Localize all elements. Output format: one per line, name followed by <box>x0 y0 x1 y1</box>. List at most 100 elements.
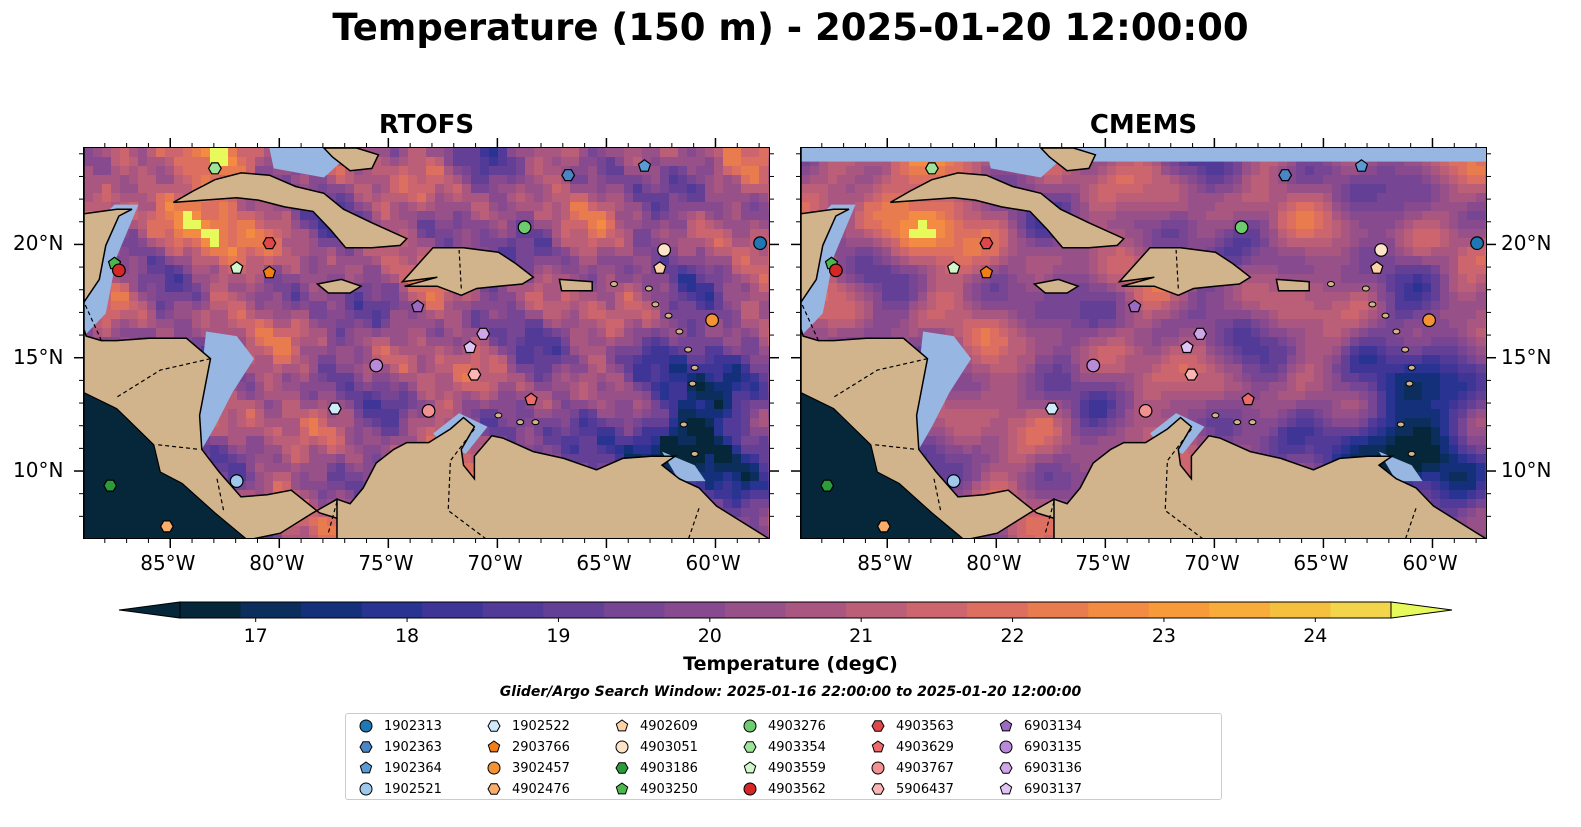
platform-marker-4903629[interactable] <box>524 392 538 406</box>
legend-label: 4902476 <box>512 781 570 797</box>
legend-label: 3902457 <box>512 760 570 776</box>
legend-label: 1902313 <box>384 718 442 734</box>
platform-marker-4903767[interactable] <box>421 403 436 418</box>
search-window-text: Glider/Argo Search Window: 2025-01-16 22… <box>499 684 1082 700</box>
platform-marker-4903767[interactable] <box>1138 403 1153 418</box>
pentagon-marker-icon <box>999 719 1013 732</box>
circle-marker-icon <box>359 719 373 733</box>
platform-marker-4903562[interactable] <box>828 263 843 278</box>
platform-marker-6903134[interactable] <box>410 299 425 313</box>
pentagon-marker-icon <box>487 740 501 753</box>
legend-label: 1902364 <box>384 760 442 776</box>
platform-marker-4903559[interactable] <box>946 261 961 274</box>
platform-marker-4903562[interactable] <box>111 263 126 278</box>
pentagon-marker-icon <box>615 719 629 732</box>
platform-marker-3902457[interactable] <box>705 313 720 328</box>
hexagon-marker-icon <box>615 762 629 774</box>
platform-marker-1902521[interactable] <box>229 474 244 488</box>
platform-marker-4903186[interactable] <box>820 479 835 492</box>
platform-marker-1902521[interactable] <box>946 474 961 488</box>
platform-marker-4903186[interactable] <box>103 479 118 492</box>
legend-item-4903559: 4903559 <box>742 758 826 778</box>
platform-marker-4903629[interactable] <box>1241 392 1255 406</box>
colorbar-tick-label: 17 <box>243 625 268 647</box>
platform-marker-2903766[interactable] <box>262 265 277 279</box>
platform-marker-6903137[interactable] <box>463 340 477 354</box>
platform-marker-4902609[interactable] <box>653 261 667 274</box>
circle-marker-icon <box>615 740 629 754</box>
platform-marker-6903136[interactable] <box>1193 327 1208 340</box>
legend-label: 4903186 <box>640 760 698 776</box>
platform-marker-4903354[interactable] <box>207 162 222 175</box>
platform-marker-1902313[interactable] <box>1470 236 1484 251</box>
lat-tick-label: 10°N <box>13 458 64 483</box>
legend-label: 4903562 <box>768 781 826 797</box>
legend-item-6903134: 6903134 <box>998 716 1082 736</box>
legend-item-6903136: 6903136 <box>998 758 1082 778</box>
platform-marker-3902457[interactable] <box>1422 313 1437 328</box>
legend-item-4903051: 4903051 <box>614 737 698 757</box>
legend-label: 4903250 <box>640 781 698 797</box>
lon-tick-label: 60°W <box>685 551 741 575</box>
platform-marker-1902522[interactable] <box>1044 402 1059 415</box>
platform-marker-1902313[interactable] <box>753 236 767 251</box>
platform-marker-4903276[interactable] <box>1234 220 1249 235</box>
platform-marker-6903134[interactable] <box>1127 299 1142 313</box>
pentagon-marker-icon <box>359 761 373 774</box>
map-cmems <box>801 148 1486 538</box>
circle-marker-icon <box>871 761 885 775</box>
platform-marker-4903051[interactable] <box>1374 243 1389 257</box>
hexagon-marker-icon <box>871 720 885 732</box>
hexagon-marker-icon <box>487 720 501 732</box>
platform-marker-4903051[interactable] <box>657 243 672 257</box>
platform-marker-1902363[interactable] <box>1278 169 1293 182</box>
platform-marker-6903135[interactable] <box>1086 358 1101 373</box>
pentagon-marker-icon <box>871 740 885 753</box>
lat-tick-label: 15°N <box>1501 344 1552 369</box>
platform-marker-4903563[interactable] <box>979 237 994 250</box>
platform-marker-5906437[interactable] <box>467 368 482 381</box>
platform-marker-4902609[interactable] <box>1370 261 1384 274</box>
platform-marker-2903766[interactable] <box>979 265 994 279</box>
hexagon-marker-icon <box>487 783 501 795</box>
hexagon-marker-icon <box>359 741 373 753</box>
figure-title: Temperature (150 m) - 2025-01-20 12:00:0… <box>332 6 1249 49</box>
lat-tick-label: 20°N <box>1501 231 1552 256</box>
platform-marker-1902363[interactable] <box>561 169 576 182</box>
colorbar <box>118 600 1453 626</box>
colorbar-tick-label: 22 <box>1000 625 1025 647</box>
legend-item-4902476: 4902476 <box>486 779 570 799</box>
platform-marker-4903563[interactable] <box>262 237 277 250</box>
lon-tick-label: 85°W <box>140 551 196 575</box>
platform-marker-6903136[interactable] <box>476 327 491 340</box>
map-panel-rtofs[interactable] <box>83 147 770 539</box>
platform-marker-4903354[interactable] <box>924 162 939 175</box>
legend-label: 4903354 <box>768 739 826 755</box>
legend-item-4903562: 4903562 <box>742 779 826 799</box>
legend-label: 4903629 <box>896 739 954 755</box>
map-panel-cmems[interactable] <box>800 147 1487 539</box>
platform-marker-1902522[interactable] <box>327 402 342 415</box>
legend-label: 4903051 <box>640 739 698 755</box>
hexagon-marker-icon <box>871 783 885 795</box>
circle-marker-icon <box>999 740 1013 754</box>
legend-label: 1902521 <box>384 781 442 797</box>
colorbar-label: Temperature (degC) <box>683 653 898 675</box>
lon-tick-label: 70°W <box>467 551 523 575</box>
platform-marker-6903135[interactable] <box>369 358 384 373</box>
legend-item-4903250: 4903250 <box>614 779 698 799</box>
legend-item-4903563: 4903563 <box>870 716 954 736</box>
platform-marker-4903276[interactable] <box>517 220 532 235</box>
platform-marker-6903137[interactable] <box>1180 340 1194 354</box>
platform-marker-4903559[interactable] <box>229 261 244 274</box>
lon-tick-label: 60°W <box>1402 551 1458 575</box>
legend-label: 6903137 <box>1024 781 1082 797</box>
platform-marker-4902476[interactable] <box>876 520 891 533</box>
circle-marker-icon <box>743 782 757 796</box>
platform-marker-1902364[interactable] <box>637 159 652 172</box>
legend-label: 6903135 <box>1024 739 1082 755</box>
colorbar-tick-label: 24 <box>1303 625 1328 647</box>
platform-marker-4902476[interactable] <box>159 520 174 533</box>
platform-marker-5906437[interactable] <box>1184 368 1199 381</box>
platform-marker-1902364[interactable] <box>1354 159 1369 172</box>
